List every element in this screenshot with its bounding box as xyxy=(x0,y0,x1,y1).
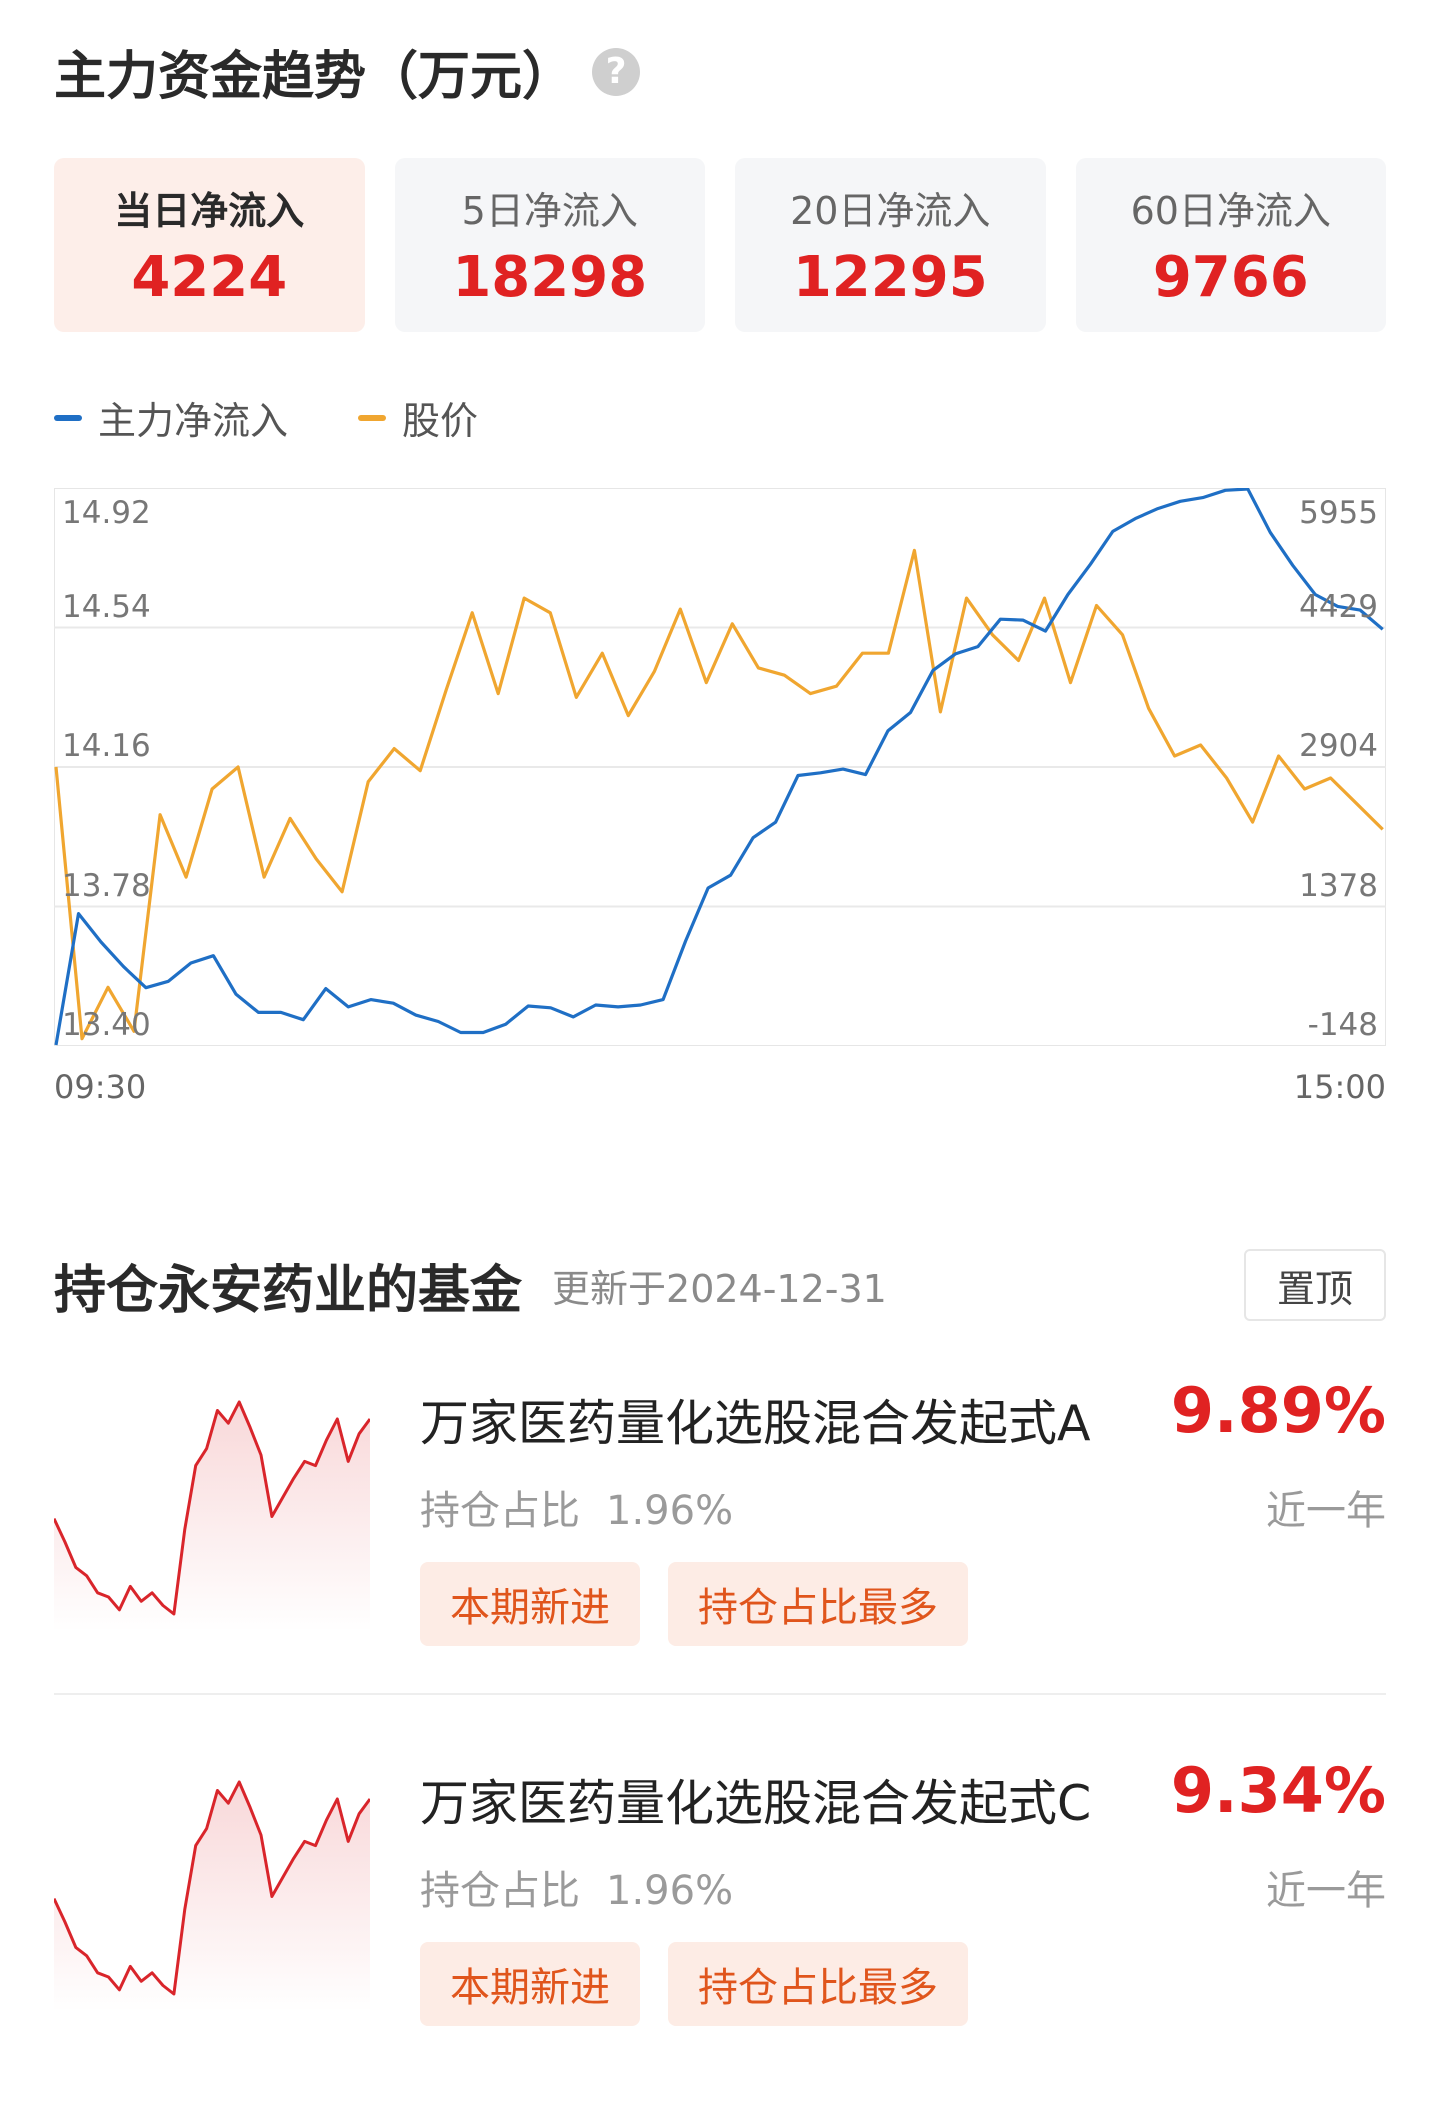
fund-divider xyxy=(54,1693,1386,1695)
fund-return: 9.89% xyxy=(1170,1374,1386,1447)
flow-card-value: 4224 xyxy=(131,245,288,310)
fund-return-period: 近一年 xyxy=(1266,1488,1386,1534)
fund-share-value: 1.96% xyxy=(606,1488,734,1534)
legend-label: 主力净流入 xyxy=(98,399,289,443)
fund-name[interactable]: 万家医药量化选股混合发起式C xyxy=(420,1775,1092,1832)
sparkline-line xyxy=(54,1400,370,1616)
left-axis-tick-label: 13.78 xyxy=(62,867,151,904)
sparkline-area xyxy=(54,1782,370,2012)
fund-tags: 本期新进 持仓占比最多 xyxy=(420,1562,968,1646)
right-axis-tick-label: -148 xyxy=(1307,1007,1378,1043)
left-axis-tick-label: 14.92 xyxy=(62,495,151,531)
stock-price-line xyxy=(54,548,1384,1041)
sparkline-area xyxy=(54,1402,370,1632)
tab-today-net-inflow[interactable]: 当日净流入 4224 xyxy=(54,158,365,332)
fund-holding-share: 持仓占比 1.96% xyxy=(420,1858,733,1916)
x-axis-start-label: 09:30 xyxy=(54,1068,147,1106)
fund-item[interactable]: 万家医药量化选股混合发起式C 9.34% 持仓占比 1.96% 近一年 本期新进 … xyxy=(54,1742,1386,2042)
tab-60day-net-inflow[interactable]: 60日净流入 9766 xyxy=(1075,158,1386,332)
flow-card-value: 9766 xyxy=(1152,245,1309,310)
fund-flow-title: 主力资金趋势（万元） ? xyxy=(54,34,641,109)
flow-card-value: 18298 xyxy=(452,245,648,310)
fund-flow-chart[interactable]: 14.92 5955 14.54 4429 14.16 2904 13.78 1378 13.4… xyxy=(54,488,1386,1046)
fund-item[interactable]: 万家医药量化选股混合发起式A 9.89% 持仓占比 1.96% 近一年 本期新进 … xyxy=(54,1362,1386,1662)
legend-item-price: 股价 xyxy=(358,390,478,445)
funds-header: 持仓永安药业的基金 更新于2024-12-31 置顶 xyxy=(54,1249,1386,1321)
fund-return: 9.34% xyxy=(1170,1754,1386,1827)
flow-card-value: 12295 xyxy=(792,245,988,310)
fund-flow-title-text: 主力资金趋势（万元） xyxy=(54,47,575,107)
flow-card-label: 60日净流入 xyxy=(1130,189,1331,233)
legend-swatch-price xyxy=(358,414,387,421)
net-inflow-cards: 当日净流入 4224 5日净流入 18298 20日净流入 12295 60日净… xyxy=(54,158,1386,332)
fund-sparkline xyxy=(54,1780,370,2012)
flow-card-label: 20日净流入 xyxy=(790,189,991,233)
flow-card-label: 5日净流入 xyxy=(461,189,638,233)
fund-share-value: 1.96% xyxy=(606,1868,734,1914)
right-axis-tick-label: 4429 xyxy=(1299,588,1378,625)
net-inflow-line xyxy=(54,488,1384,1046)
chart-canvas xyxy=(54,488,1386,1046)
legend-swatch-net-inflow xyxy=(54,414,82,421)
fund-holding-share: 持仓占比 1.96% xyxy=(420,1478,733,1536)
left-axis-tick-label: 14.16 xyxy=(62,728,151,764)
sparkline-line xyxy=(54,1780,370,1996)
pin-to-top-button[interactable]: 置顶 xyxy=(1244,1249,1386,1321)
legend-label: 股价 xyxy=(402,399,479,443)
funds-title: 持仓永安药业的基金 xyxy=(54,1260,523,1321)
left-axis-tick-label: 14.54 xyxy=(62,588,151,625)
fund-tag: 持仓占比最多 xyxy=(668,1942,968,2026)
x-axis-end-label: 15:00 xyxy=(1293,1068,1386,1106)
tab-5day-net-inflow[interactable]: 5日净流入 18298 xyxy=(394,158,705,332)
right-axis-tick-label: 2904 xyxy=(1299,728,1378,764)
right-axis-tick-label: 1378 xyxy=(1299,867,1378,904)
fund-share-label: 持仓占比 xyxy=(420,1868,580,1914)
flow-card-label: 当日净流入 xyxy=(114,189,305,233)
left-axis-tick-label: 13.40 xyxy=(62,1007,151,1043)
fund-tag: 本期新进 xyxy=(420,1942,640,2026)
legend-item-net-inflow: 主力净流入 xyxy=(54,390,288,445)
fund-name[interactable]: 万家医药量化选股混合发起式A xyxy=(420,1395,1091,1452)
chart-legend: 主力净流入 股价 xyxy=(54,390,548,445)
funds-updated-date: 更新于2024-12-31 xyxy=(552,1266,887,1311)
fund-return-period: 近一年 xyxy=(1266,1868,1386,1914)
fund-tag: 持仓占比最多 xyxy=(668,1562,968,1646)
fund-tag: 本期新进 xyxy=(420,1562,640,1646)
fund-tags: 本期新进 持仓占比最多 xyxy=(420,1942,968,2026)
fund-share-label: 持仓占比 xyxy=(420,1488,580,1534)
tab-20day-net-inflow[interactable]: 20日净流入 12295 xyxy=(735,158,1046,332)
right-axis-tick-label: 5955 xyxy=(1299,495,1378,531)
fund-sparkline xyxy=(54,1400,370,1632)
question-mark-icon[interactable]: ? xyxy=(592,47,641,96)
